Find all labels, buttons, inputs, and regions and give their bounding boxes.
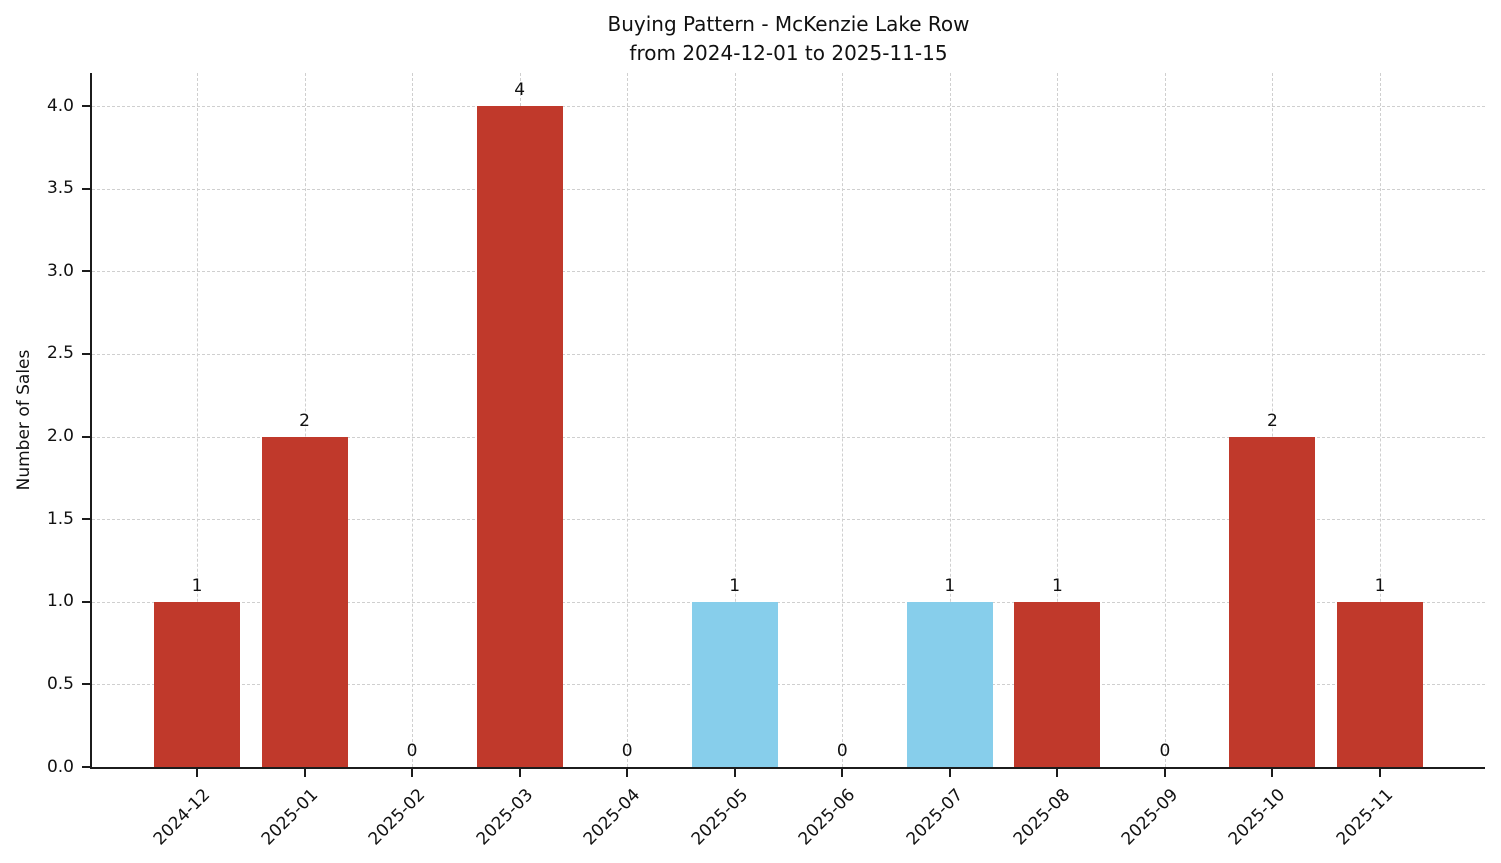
y-tick-label: 2.5 [46,343,74,364]
x-tick [1056,769,1059,777]
x-tick [196,769,198,777]
bar [1014,601,1101,767]
y-tick-label: 0.0 [46,756,74,777]
bar [476,106,563,767]
grid-line-h [92,684,1485,686]
x-tick-label: 2025-07 [902,785,967,850]
y-tick [82,352,90,355]
grid-line-v [1057,73,1059,767]
bar-value-label: 1 [1374,575,1386,596]
grid-line-h [92,436,1485,438]
grid-line-v [1164,73,1166,767]
x-tick [303,769,306,777]
grid-line-h [92,519,1485,521]
bar [691,601,778,767]
y-tick-label: 2.0 [46,426,74,447]
x-tick-label: 2025-09 [1117,785,1183,850]
y-tick-label: 0.5 [46,673,74,694]
grid-line-v [842,73,844,767]
x-tick [626,769,629,777]
x-tick [1163,769,1166,777]
y-axis-spine [90,73,92,769]
grid-line-h [92,271,1485,273]
y-tick-label: 1.0 [46,591,74,612]
chart-title-block: Buying Pattern - McKenzie Lake Row from … [92,10,1485,68]
y-tick [82,105,90,108]
y-tick [82,435,90,438]
x-axis-spine [90,767,1485,769]
bar [261,436,348,767]
bar-value-label: 0 [836,741,848,761]
y-tick [82,600,90,603]
bar-value-label: 0 [406,741,418,761]
x-tick [948,769,951,777]
y-tick-label: 1.5 [46,508,74,529]
x-tick [518,769,521,777]
bar-value-label: 0 [1159,741,1171,761]
bar-value-label: 1 [729,575,741,596]
grid-line-h [92,106,1485,108]
grid-line-h [92,601,1485,603]
x-tick-label: 2025-10 [1225,785,1290,850]
x-tick-label: 2025-08 [1010,785,1075,850]
y-axis-label: Number of Sales [14,349,34,491]
y-tick [82,683,90,686]
grid-line-v [949,73,951,767]
x-tick-label: 2025-03 [472,785,537,850]
x-tick [411,769,414,777]
grid-line-v [627,73,629,767]
y-tick-label: 4.0 [46,95,74,116]
bar-value-label: 2 [1267,410,1278,431]
y-tick [82,766,90,768]
grid-line-v [304,73,306,767]
bar-value-label: 2 [299,410,310,431]
grid-line-v [197,73,198,767]
y-tick [82,270,90,273]
bar-value-label: 1 [944,575,956,596]
grid-line-h [92,188,1485,190]
x-tick-label: 2025-04 [579,785,645,850]
x-tick-label: 2025-02 [364,785,430,850]
bar-value-label: 4 [514,80,526,101]
bar [154,601,240,767]
grid-line-v [734,73,736,767]
x-tick-label: 2024-12 [149,785,215,850]
bar-value-label: 0 [621,741,633,761]
grid-line-h [92,353,1485,355]
bar-value-label: 1 [191,575,203,596]
x-tick [1379,769,1381,777]
x-tick-label: 2025-11 [1332,785,1398,850]
chart-title: Buying Pattern - McKenzie Lake Row [607,12,970,36]
chart-subtitle: from 2024-12-01 to 2025-11-15 [629,41,948,65]
x-tick [733,769,736,777]
bar [1337,601,1423,767]
grid-line-v [1272,73,1274,767]
y-tick-label: 3.0 [46,260,74,281]
grid-line-v [412,73,414,767]
x-tick-label: 2025-06 [795,785,860,850]
x-tick [1271,769,1274,777]
bar [906,601,993,767]
grid-line-v [1380,73,1381,767]
y-tick [82,187,90,190]
plot-area: 0.0 0.5 1.0 1.5 2.0 2.5 3.0 3.5 4.0 1 2024-12 2 2025… [47,73,1485,849]
y-tick-label: 3.5 [46,178,74,199]
x-tick-label: 2025-05 [687,785,752,850]
bar [1229,436,1316,767]
x-tick-label: 2025-01 [257,785,322,850]
y-tick [82,518,90,521]
bar-value-label: 1 [1051,575,1063,596]
x-tick [841,769,844,777]
